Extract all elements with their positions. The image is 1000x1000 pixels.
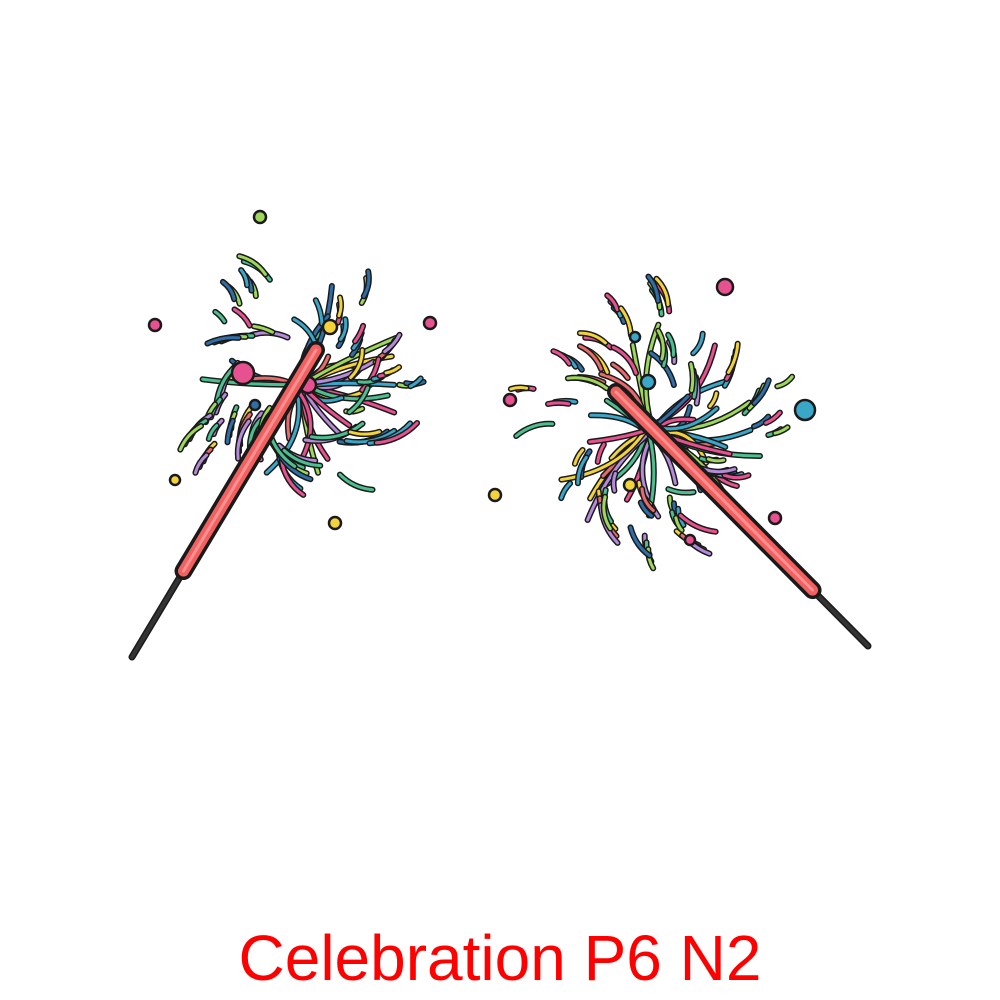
spark-streak: [178, 424, 203, 452]
spark-streak: [573, 448, 585, 466]
spark-streak: [207, 424, 219, 441]
spark-dot: [639, 373, 657, 391]
spark-streak: [640, 487, 655, 512]
spark-streak: [252, 324, 274, 334]
spark-streak: [646, 547, 655, 570]
spark-streak: [338, 473, 374, 492]
spark-streak: [566, 376, 609, 390]
spark-streak: [644, 323, 660, 424]
spark-streak: [588, 430, 644, 444]
spark-streak: [752, 415, 770, 428]
spark-streak: [666, 333, 675, 357]
spark-streak: [349, 348, 364, 379]
spark-streak: [752, 378, 771, 405]
spark-streak: [221, 280, 236, 301]
spark-dot: [793, 398, 817, 422]
spark-streak: [602, 495, 612, 531]
spark-streak: [282, 449, 322, 468]
spark-streak: [280, 459, 305, 497]
spark-streak: [674, 516, 684, 532]
spark-streak: [689, 362, 695, 392]
spark-dot: [321, 318, 339, 336]
spark-streak: [348, 430, 381, 436]
spark-streak: [509, 386, 529, 391]
spark-streak: [236, 419, 251, 461]
spark-dot: [767, 510, 783, 526]
spark-streak: [578, 331, 607, 345]
spark-streak: [339, 317, 348, 341]
spark-streak: [578, 344, 603, 371]
spark-dot: [147, 317, 163, 333]
spark-streak: [201, 377, 294, 387]
spark-streak: [646, 275, 660, 303]
spark-dot: [422, 315, 438, 331]
spark-dot: [628, 330, 642, 344]
spark-streak: [764, 411, 782, 425]
spark-streak: [639, 501, 653, 518]
spark-streak: [727, 342, 740, 374]
spark-streak: [679, 514, 718, 534]
spark-dot: [327, 515, 343, 531]
spark-streak: [559, 481, 572, 500]
spark-streak: [691, 332, 705, 355]
spark-streak: [239, 268, 249, 287]
spark-streak: [559, 432, 645, 482]
spark-dot: [487, 487, 503, 503]
spark-streak: [612, 471, 617, 493]
spark-streak: [237, 254, 267, 276]
right-sparkler: [487, 273, 872, 650]
spark-streak: [722, 473, 750, 480]
spark-streak: [655, 277, 670, 306]
spark-streak: [383, 333, 401, 354]
spark-streak: [384, 365, 401, 375]
spark-streak: [337, 296, 343, 318]
spark-streak: [305, 336, 398, 383]
spark-streak: [611, 363, 630, 380]
sparklers-illustration: [128, 209, 872, 661]
spark-streak: [360, 357, 380, 392]
spark-streak: [409, 377, 423, 388]
spark-streak: [213, 310, 226, 323]
spark-streak: [605, 293, 619, 312]
caption-text: Celebration P6 N2: [238, 922, 762, 994]
spark-dot: [622, 477, 638, 493]
spark-streak: [233, 307, 252, 328]
spark-streak: [666, 487, 696, 495]
spark-streak: [265, 391, 301, 475]
spark-streak: [629, 525, 651, 558]
spark-streak: [353, 324, 365, 343]
spark-streak: [347, 386, 370, 414]
spark-streak: [314, 298, 324, 326]
spark-streak: [708, 391, 718, 408]
spark-streak: [514, 422, 554, 438]
spark-dot: [252, 209, 268, 225]
spark-dot: [248, 398, 262, 412]
spark-dot: [230, 360, 256, 386]
spark-streak: [226, 419, 235, 444]
spark-streak: [611, 345, 638, 375]
spark-streak: [773, 425, 790, 435]
spark-dot: [683, 533, 697, 547]
spark-streak: [576, 455, 588, 485]
spark-streak: [205, 336, 241, 345]
spark-streak: [551, 349, 571, 366]
spark-dot: [715, 277, 735, 297]
spark-streak: [193, 453, 208, 475]
spark-streak: [656, 329, 665, 361]
spark-streak: [596, 443, 606, 464]
spark-streak: [706, 457, 726, 463]
spark-streak: [292, 317, 317, 344]
spark-dot: [168, 473, 182, 487]
spark-streak: [362, 269, 371, 298]
spark-streak: [775, 375, 794, 388]
spark-dot: [502, 392, 518, 408]
spark-streak: [546, 401, 571, 406]
spark-streak: [375, 421, 419, 445]
left-sparkler: [128, 209, 438, 661]
spark-streak: [310, 422, 365, 440]
